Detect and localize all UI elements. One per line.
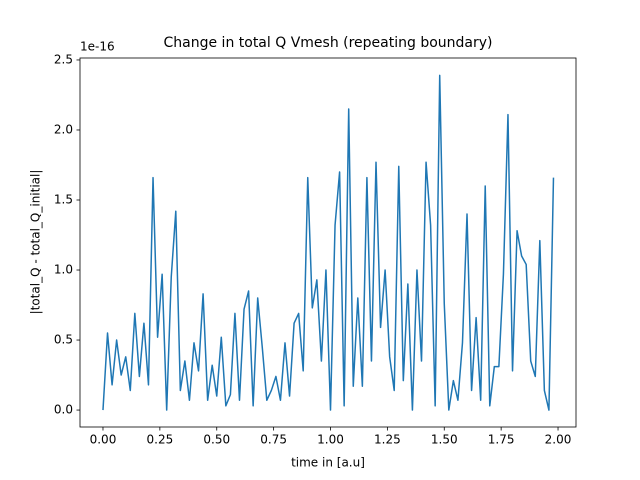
y-tick-label: 1.5 [54, 192, 73, 206]
data-line [102, 74, 555, 411]
x-tick-label: 0.00 [90, 433, 117, 447]
y-tick-label: 2.0 [54, 122, 73, 136]
x-tick-label: 1.00 [317, 433, 344, 447]
x-tick-label: 2.00 [545, 433, 572, 447]
y-tick-label: 0.5 [54, 333, 73, 347]
chart-title: Change in total Q Vmesh (repeating bound… [164, 35, 493, 51]
plot-frame [79, 57, 577, 428]
y-tick-label: 2.5 [54, 52, 73, 66]
x-tick-label: 1.25 [374, 433, 401, 447]
x-axis-label: time in [a.u] [291, 456, 365, 470]
x-tick-label: 1.50 [431, 433, 458, 447]
x-tick-label: 0.75 [260, 433, 287, 447]
x-tick-label: 0.25 [147, 433, 174, 447]
y-axis-label: |total_Q - total_Q_initial| [29, 170, 43, 315]
x-tick-label: 1.75 [488, 433, 515, 447]
x-tick-label: 0.50 [203, 433, 230, 447]
y-offset-label: 1e-16 [80, 40, 115, 54]
y-tick-label: 1.0 [54, 263, 73, 277]
y-tick-label: 0.0 [54, 403, 73, 417]
